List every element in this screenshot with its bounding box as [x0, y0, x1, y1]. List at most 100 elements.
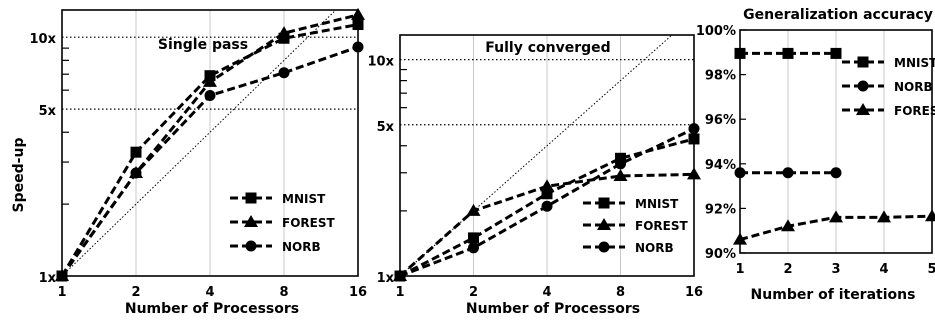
circle-marker — [782, 167, 794, 179]
legend-circle-marker — [857, 80, 869, 92]
y-tick-label: 10x — [30, 32, 57, 47]
legend-item — [583, 218, 625, 230]
circle-marker — [688, 123, 700, 135]
triangle-marker — [466, 203, 481, 216]
circle-marker — [130, 167, 142, 179]
y-tick-label: 96% — [705, 113, 736, 128]
x-tick-label: 16 — [685, 285, 703, 300]
legend-label: FOREST — [282, 216, 335, 230]
legend-label: MNIST — [282, 192, 326, 206]
legend-label: MNIST — [635, 197, 679, 211]
chart-title: Single pass — [158, 37, 248, 53]
x-tick-label: 16 — [349, 285, 367, 300]
legend-square-marker — [245, 192, 257, 204]
circle-marker — [56, 270, 68, 282]
triangle-marker — [781, 219, 795, 232]
legend-item — [230, 240, 272, 252]
triangle-marker — [829, 210, 843, 223]
square-marker — [352, 19, 364, 31]
legend-label: NORB — [282, 240, 321, 254]
square-marker — [130, 146, 142, 158]
plot-frame — [739, 29, 933, 254]
legend-triangle-marker — [244, 215, 258, 227]
x-tick-label: 1 — [57, 285, 66, 300]
x-tick-label: 4 — [205, 285, 214, 300]
circle-marker — [352, 41, 364, 53]
circle-marker — [394, 270, 406, 282]
series-forest — [733, 209, 935, 245]
y-tick-label: 94% — [705, 158, 736, 173]
x-tick-label: 4 — [542, 285, 551, 300]
y-tick-label: 10x — [368, 55, 395, 70]
chart-title: Fully converged — [485, 40, 610, 56]
x-tick-label: 2 — [131, 285, 140, 300]
legend-item — [842, 103, 884, 115]
legend-item — [230, 215, 272, 227]
y-tick-label: 5x — [377, 120, 395, 135]
square-marker — [278, 32, 290, 44]
series-norb — [56, 41, 364, 282]
x-tick-label: 3 — [831, 262, 840, 277]
legend-label: FOREST — [635, 219, 688, 233]
x-tick-label: 8 — [616, 285, 625, 300]
triangle-marker — [351, 7, 365, 20]
triangle-marker — [925, 209, 935, 222]
y-tick-label: 100% — [696, 24, 736, 39]
y-tick-label: 5x — [39, 104, 57, 119]
y-tick-label: 92% — [705, 202, 736, 217]
square-marker — [734, 47, 746, 59]
legend-label: FOREST — [894, 104, 935, 118]
circle-marker — [615, 158, 626, 170]
series-line — [60, 23, 359, 277]
x-tick-label: 8 — [279, 285, 288, 300]
triangle-marker — [687, 167, 701, 180]
legend-triangle-marker — [856, 103, 870, 115]
x-tick-label: 2 — [783, 262, 792, 277]
legend-item — [583, 197, 625, 209]
triangle-marker — [877, 210, 891, 223]
triangle-marker — [733, 232, 747, 245]
square-marker — [468, 232, 479, 244]
triangle-marker — [613, 168, 628, 181]
square-marker — [541, 188, 553, 200]
square-marker — [615, 152, 626, 164]
legend-label: NORB — [894, 80, 933, 94]
square-marker — [782, 47, 794, 59]
series-mnist — [734, 47, 842, 59]
legend-square-marker — [857, 56, 869, 68]
circle-marker — [734, 167, 746, 179]
y-tick-label: 90% — [705, 247, 736, 262]
y-tick-label: 98% — [705, 69, 736, 84]
series-norb — [394, 123, 700, 282]
legend-item — [842, 56, 884, 68]
legend-circle-marker — [245, 240, 257, 252]
legend-item — [583, 241, 625, 253]
legend-item — [230, 192, 272, 204]
legend-triangle-marker — [597, 218, 611, 230]
plot-frame — [399, 34, 695, 277]
circle-marker — [278, 67, 290, 79]
x-tick-label: 5 — [927, 262, 935, 277]
circle-marker — [541, 200, 553, 212]
plot-frame — [61, 9, 359, 277]
legend-item — [842, 80, 884, 92]
square-marker — [830, 47, 842, 59]
triangle-marker — [277, 26, 291, 39]
panel-3 — [733, 29, 935, 254]
x-tick-label: 1 — [395, 285, 404, 300]
square-marker — [688, 133, 700, 145]
series-norb — [734, 167, 842, 179]
panel-1 — [55, 7, 365, 282]
legend-circle-marker — [598, 241, 610, 253]
y-axis-label: Speed-up — [11, 138, 27, 213]
x-axis-label: Number of Processors — [125, 301, 299, 317]
x-axis-label: Number of iterations — [751, 287, 916, 303]
y-tick-label: 1x — [39, 271, 57, 286]
circle-marker — [204, 90, 216, 102]
x-tick-label: 1 — [735, 262, 744, 277]
x-tick-label: 4 — [879, 262, 888, 277]
ideal-speedup-line — [61, 9, 337, 277]
y-tick-label: 1x — [377, 271, 395, 286]
x-tick-label: 2 — [469, 285, 478, 300]
